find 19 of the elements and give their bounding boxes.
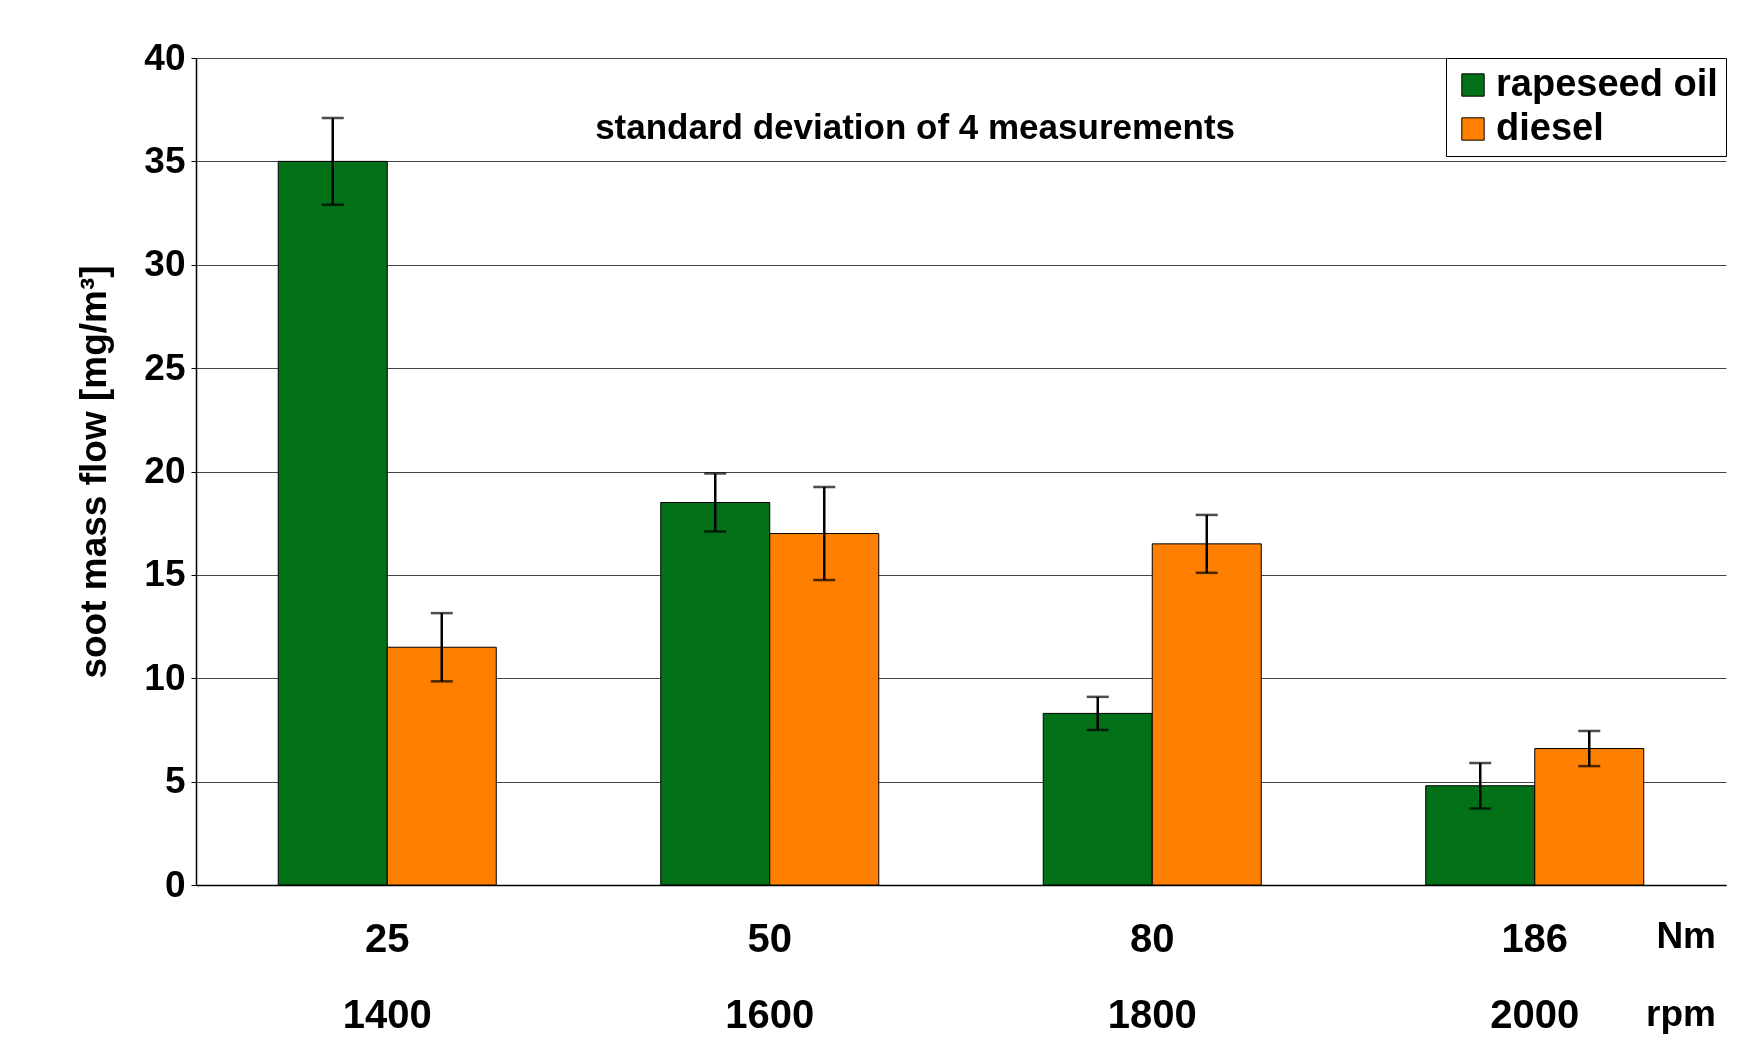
y-tick-label: 15	[144, 553, 186, 595]
x-tick-label: 80 1800	[1107, 915, 1197, 1036]
x-tick-label: 186 2000	[1490, 915, 1580, 1036]
y-tick-label: 40	[144, 36, 186, 78]
annotation: standard deviation of 4 measurements	[595, 107, 1236, 146]
y-tick-label: 35	[144, 139, 186, 181]
y-tick-label: 0	[164, 863, 186, 905]
y-tick-label: 5	[164, 760, 186, 802]
y-tick-label: 25	[144, 346, 186, 388]
x-tick-label: 25 1400	[342, 915, 432, 1036]
y-tick-label: 10	[144, 656, 186, 698]
y-axis-title: soot mass flow [mg/m³]	[73, 265, 115, 679]
text: rpm	[1646, 993, 1716, 1034]
text: Nm	[1656, 915, 1716, 956]
legend-label: rapeseed oil	[1496, 62, 1718, 104]
y-tick-label: 30	[144, 243, 186, 285]
legend-label: diesel	[1496, 106, 1604, 148]
y-tick-label: 20	[144, 450, 186, 491]
x-tick-label: 50 1600	[725, 915, 815, 1036]
